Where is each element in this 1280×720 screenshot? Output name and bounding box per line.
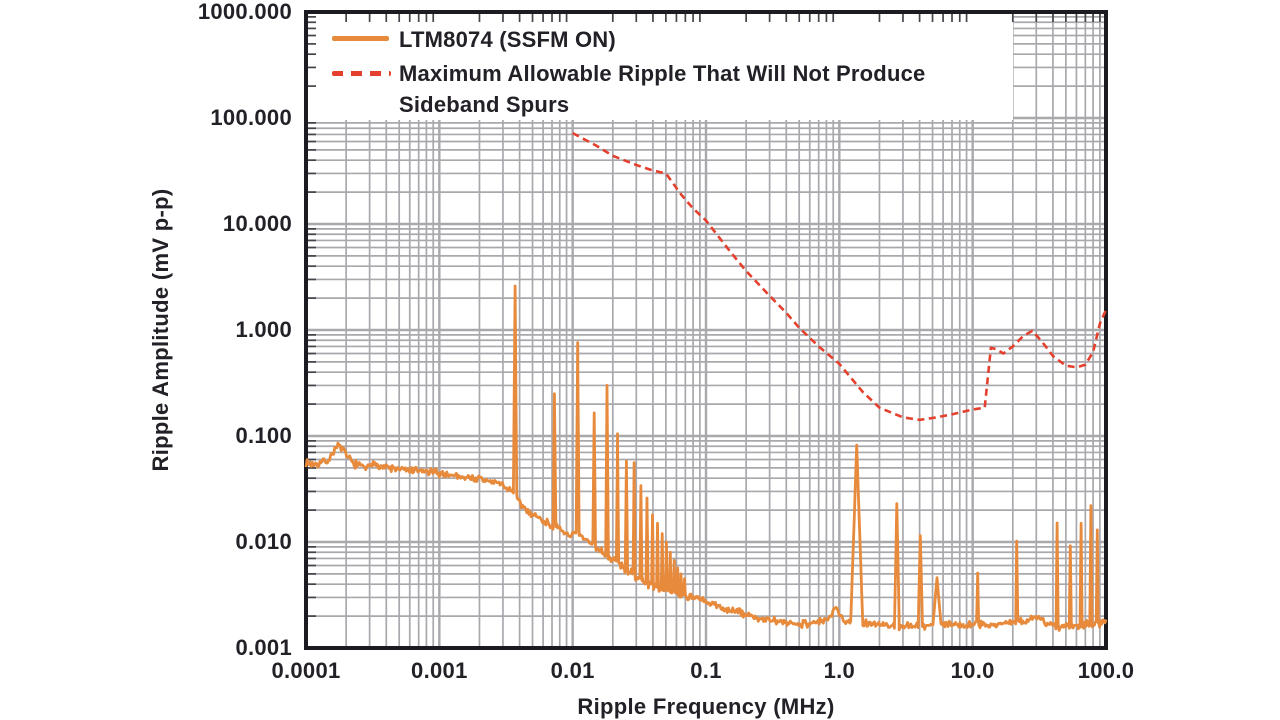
y-axis-title: Ripple Amplitude (mV p-p) (148, 188, 173, 472)
legend-item-max-ripple: Maximum Allowable Ripple That Will Not P… (399, 61, 926, 117)
y-tick-label: 0.100 (235, 423, 292, 448)
x-tick-label: 10.0 (950, 658, 995, 683)
legend-dashed-line-icon (332, 71, 391, 76)
y-tick-label: 100.000 (210, 105, 292, 130)
legend-item-ltm8074: LTM8074 (SSFM ON) (399, 27, 616, 52)
legend-solid-line-icon (332, 36, 389, 41)
x-tick-label: 100.0 (1077, 658, 1135, 683)
x-tick-label: 0.01 (550, 658, 595, 683)
y-tick-label: 1000.000 (197, 0, 292, 24)
y-tick-label: 1.000 (235, 317, 292, 342)
y-tick-label: 0.010 (235, 529, 292, 554)
legend-background (308, 13, 1013, 120)
x-tick-label: 0.0001 (271, 658, 341, 683)
y-tick-label: 0.001 (235, 635, 292, 660)
x-tick-label: 0.001 (411, 658, 468, 683)
series-max-ripple-trace (572, 131, 1108, 422)
y-tick-label: 10.000 (222, 211, 292, 236)
x-tick-label: 0.1 (690, 658, 722, 683)
x-axis-title: Ripple Frequency (MHz) (577, 694, 835, 719)
plot-border (304, 10, 1108, 650)
x-tick-label: 1.0 (823, 658, 856, 683)
series-ltm8074-trace (304, 284, 1108, 632)
